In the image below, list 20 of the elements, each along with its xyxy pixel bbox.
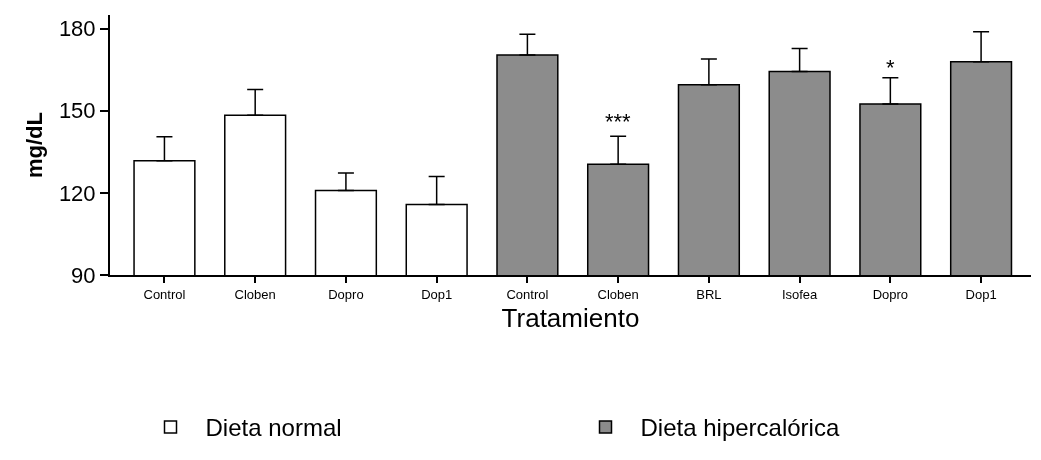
x-tick-label: Dop1 <box>965 286 997 302</box>
x-tick-label: Dopro <box>328 286 364 302</box>
x-tick-label: Control <box>506 286 549 302</box>
legend-label: Dieta normal <box>205 414 342 442</box>
y-tick-label: 120 <box>58 180 96 206</box>
legend-label: Dieta hipercalórica <box>640 414 840 442</box>
x-tick-label: Control <box>143 286 186 302</box>
y-tick-label: 180 <box>58 16 96 42</box>
y-tick-label: 90 <box>71 262 96 288</box>
x-tick-label: Dop1 <box>421 286 453 302</box>
x-axis-title: Tratamiento <box>501 302 640 333</box>
x-tick-label: BRL <box>696 286 722 302</box>
x-tick-label: Cloben <box>597 286 639 302</box>
x-tick-label: Dopro <box>872 286 909 302</box>
annotation: * <box>886 55 895 80</box>
y-tick-label: 150 <box>58 98 96 124</box>
x-tick-label: Cloben <box>234 286 276 302</box>
annotation: *** <box>605 109 632 134</box>
x-tick-label: Isofea <box>781 286 819 302</box>
y-axis-title: mg/dL <box>22 112 48 178</box>
